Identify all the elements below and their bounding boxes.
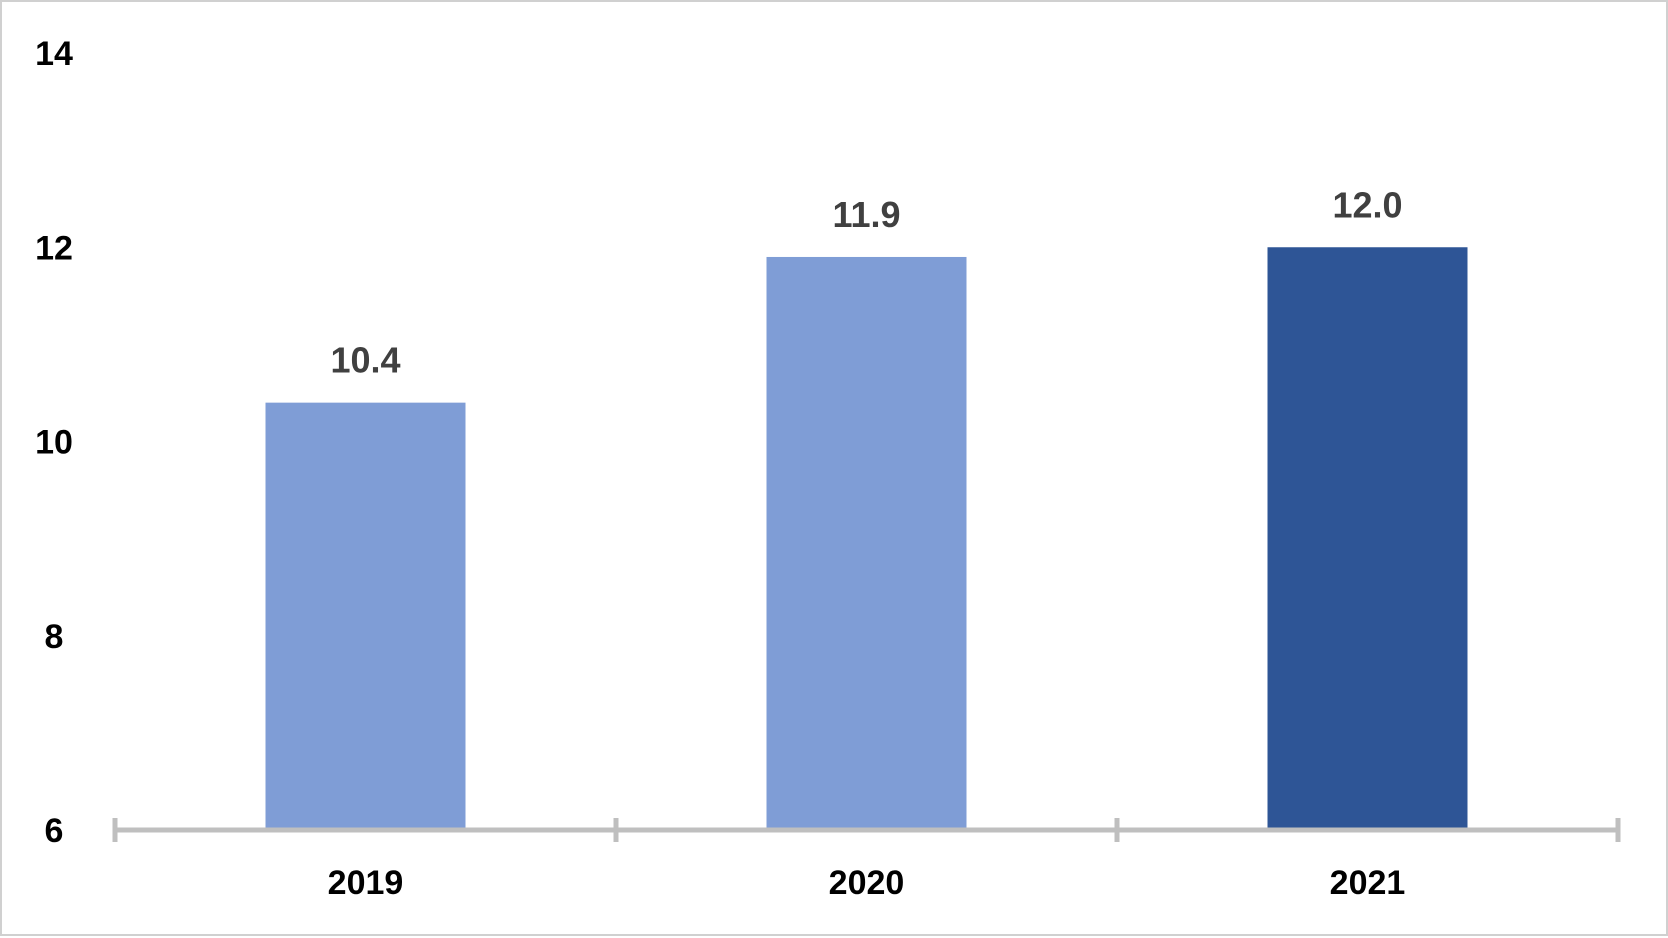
y-tick-label: 10 <box>35 424 73 462</box>
x-tick-label: 2019 <box>328 864 404 902</box>
data-label: 12.0 <box>1332 184 1402 225</box>
y-tick-label: 6 <box>45 812 64 850</box>
bar-2020 <box>766 256 967 830</box>
y-tick-label: 14 <box>35 35 73 73</box>
y-axis-ticks: 6 8 10 12 14 <box>35 35 73 850</box>
bars <box>265 247 1468 830</box>
y-tick-label: 8 <box>45 618 64 656</box>
x-axis <box>112 818 1621 842</box>
data-labels: 10.4 11.9 12.0 <box>330 184 1402 380</box>
data-label: 11.9 <box>832 194 900 235</box>
x-tick-label: 2020 <box>829 864 905 902</box>
y-tick-label: 12 <box>35 229 73 267</box>
bar-2021 <box>1267 247 1468 830</box>
x-axis-ticks: 2019 2020 2021 <box>328 864 1406 902</box>
bar-2019 <box>265 402 466 830</box>
data-label: 10.4 <box>330 340 400 381</box>
x-tick-label: 2021 <box>1330 864 1406 902</box>
